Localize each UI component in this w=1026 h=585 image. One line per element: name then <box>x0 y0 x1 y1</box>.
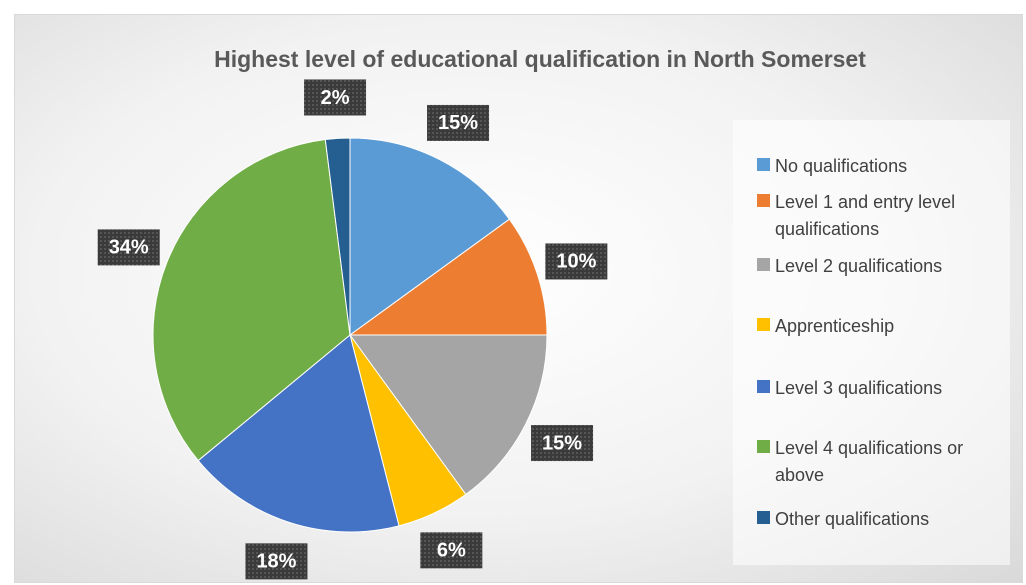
chart-title: Highest level of educational qualificati… <box>214 46 866 72</box>
pie-slice <box>349 334 548 496</box>
legend-label: Level 1 and entry level qualifications <box>775 192 956 239</box>
legend-label: Level 2 qualifications <box>775 256 943 276</box>
data-label-box <box>420 532 483 569</box>
legend-item: Level 4 qualifications or above <box>757 435 1007 489</box>
legend-swatch <box>757 194 770 207</box>
legend-swatch <box>757 158 770 171</box>
data-label: 15% <box>542 432 582 454</box>
data-label-box <box>531 425 594 462</box>
data-label: 2% <box>321 87 350 109</box>
legend-label: Level 3 qualifications <box>775 378 943 398</box>
legend-item: Level 1 and entry level qualifications <box>757 189 1007 243</box>
data-label-box <box>545 243 608 280</box>
legend-item: Level 2 qualifications <box>757 253 1007 280</box>
legend-label: Level 4 qualifications or above <box>775 438 964 485</box>
data-label: 6% <box>437 540 466 562</box>
data-label: 18% <box>256 551 296 573</box>
legend <box>733 120 1010 565</box>
data-label-box <box>245 543 308 580</box>
data-label-box <box>304 79 367 116</box>
data-label: 34% <box>109 237 149 259</box>
legend-swatch <box>757 380 770 393</box>
legend-label: Other qualifications <box>775 509 930 529</box>
pie-slice <box>349 137 511 336</box>
legend-item: No qualifications <box>757 153 1007 180</box>
legend-item: Other qualifications <box>757 506 1007 533</box>
pie-slice <box>197 334 400 533</box>
legend-swatch <box>757 511 770 524</box>
pie-slice <box>152 138 351 462</box>
legend-item: Apprenticeship <box>757 313 1007 340</box>
pie-slice <box>348 218 548 336</box>
legend-swatch <box>757 440 770 453</box>
legend-item: Level 3 qualifications <box>757 375 1007 402</box>
pie-slice <box>324 137 351 336</box>
legend-label: Apprenticeship <box>775 316 895 336</box>
data-label-box <box>97 229 160 266</box>
data-label: 15% <box>438 112 478 134</box>
data-label: 10% <box>556 251 596 273</box>
legend-swatch <box>757 318 770 331</box>
legend-swatch <box>757 258 770 271</box>
legend-label: No qualifications <box>775 156 908 176</box>
data-label-box <box>427 104 490 141</box>
